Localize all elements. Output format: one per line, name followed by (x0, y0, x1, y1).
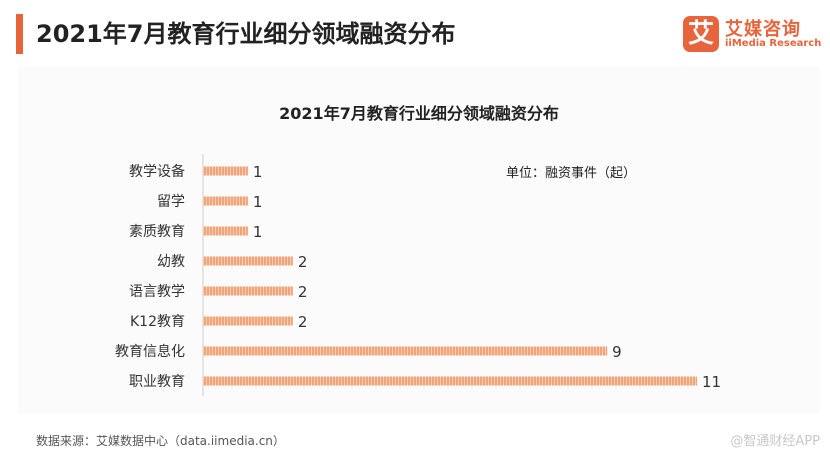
bar (203, 316, 293, 326)
unit-note: 单位：融资事件（起） (506, 166, 636, 181)
bars-group: 教学设备 1 留学 1 素质教育 1 幼教 2 语言教学 2 K12教育 2 教育信息化 9 职业教育 11 (115, 163, 721, 391)
logo-name-en: iiMedia Research (725, 38, 822, 49)
page-title: 2021年7月教育行业细分领域融资分布 (36, 20, 456, 48)
category-label: 职业教育 (129, 374, 185, 390)
bar (203, 166, 248, 176)
data-label: 2 (298, 283, 308, 301)
data-label: 1 (253, 223, 263, 241)
data-label: 11 (702, 373, 721, 391)
bar (203, 226, 248, 236)
bar (203, 376, 697, 386)
header-accent-bar (16, 14, 23, 54)
category-label: 幼教 (157, 254, 185, 270)
iimedia-logo: 艾 艾媒咨询 iiMedia Research (683, 14, 823, 54)
bar-chart: 2021年7月教育行业细分领域融资分布 单位：融资事件（起） 教学设备 1 留学 1 素… (115, 104, 721, 396)
chart-panel: 2021年7月教育行业细分领域融资分布 单位：融资事件（起） 教学设备 1 留学 1 素… (18, 66, 820, 414)
data-source-note: 数据来源：艾媒数据中心（data.iimedia.cn） (36, 434, 285, 448)
category-label: 留学 (157, 194, 185, 210)
bar (203, 256, 293, 266)
bar (203, 196, 248, 206)
bar (203, 286, 293, 296)
data-label: 9 (612, 343, 622, 361)
category-label: 素质教育 (129, 224, 185, 240)
data-label: 2 (298, 313, 308, 331)
watermark: @智通财经APP (730, 434, 820, 449)
data-label: 1 (253, 163, 263, 181)
logo-mark-icon: 艾 (683, 16, 719, 52)
chart-title: 2021年7月教育行业细分领域融资分布 (279, 104, 559, 123)
category-label: 教育信息化 (115, 343, 185, 360)
data-label: 2 (298, 253, 308, 271)
logo-name-cn: 艾媒咨询 (725, 19, 801, 40)
category-label: 语言教学 (129, 284, 185, 300)
category-label: 教学设备 (129, 163, 185, 180)
bar (203, 346, 608, 356)
data-label: 1 (253, 193, 263, 211)
category-label: K12教育 (130, 314, 185, 330)
